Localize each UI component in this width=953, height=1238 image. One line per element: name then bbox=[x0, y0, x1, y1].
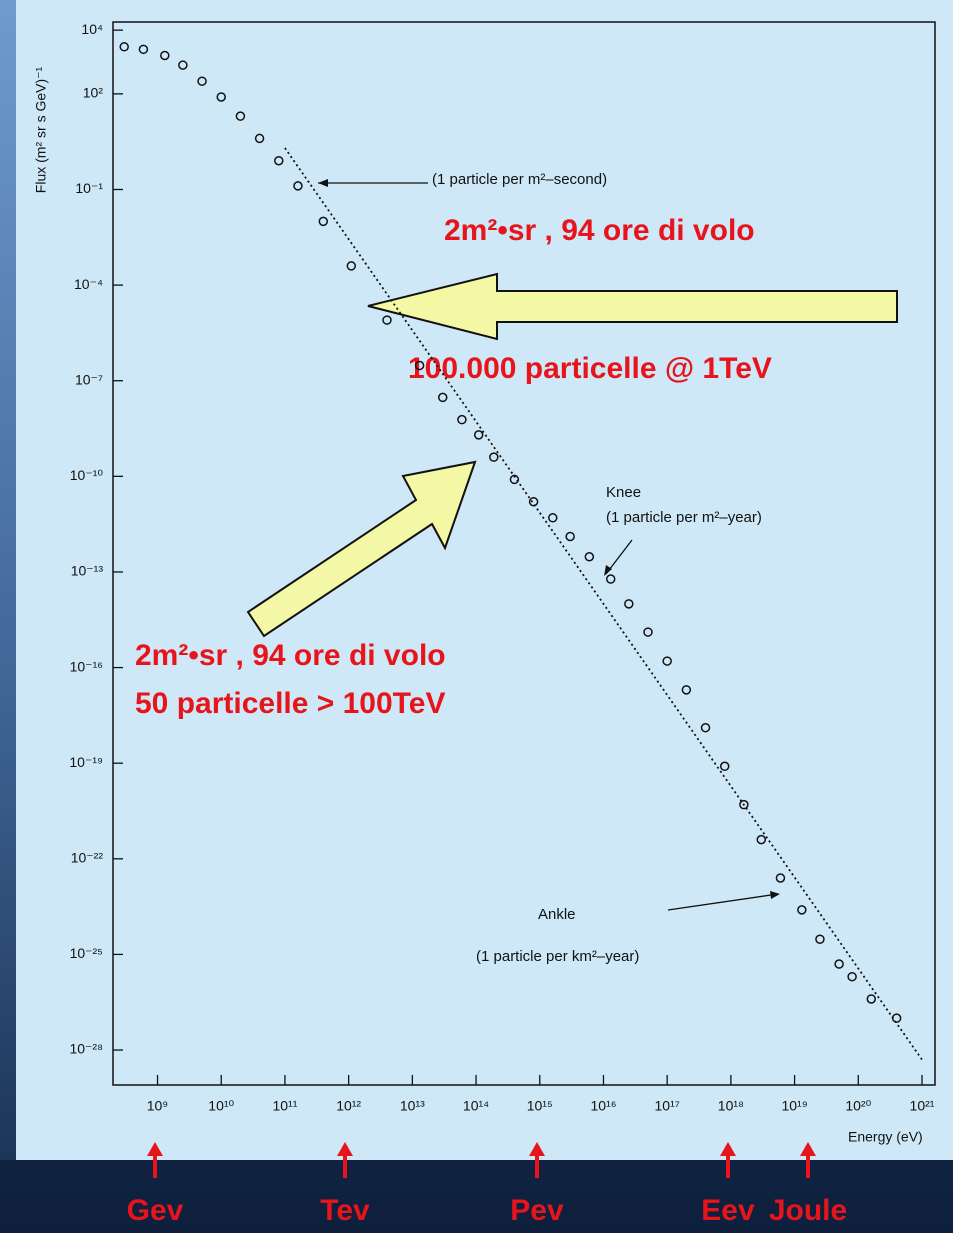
data-point bbox=[662, 656, 672, 666]
data-point bbox=[509, 474, 520, 485]
data-point bbox=[605, 574, 616, 584]
x-tick-label: 10¹⁰ bbox=[208, 1098, 234, 1114]
y-tick-label: 10⁻¹⁰ bbox=[70, 467, 104, 483]
annotation: Knee bbox=[606, 484, 641, 501]
reference-line bbox=[284, 147, 923, 1061]
y-tick-label: 10⁻⁷ bbox=[75, 371, 103, 387]
data-point bbox=[197, 76, 207, 86]
data-point bbox=[834, 959, 844, 969]
x-tick-label: 10¹¹ bbox=[272, 1098, 297, 1114]
data-point bbox=[681, 685, 692, 695]
y-tick-label: 10⁻²⁸ bbox=[69, 1041, 103, 1057]
y-tick-label: 10⁻¹³ bbox=[71, 563, 104, 579]
x-axis-label: Energy (eV) bbox=[848, 1129, 923, 1145]
x-tick-label: 10¹⁹ bbox=[781, 1098, 807, 1114]
data-point bbox=[624, 599, 634, 609]
annotation: Ankle bbox=[538, 906, 576, 923]
data-point bbox=[847, 971, 857, 982]
y-tick-label: 10⁻¹⁶ bbox=[70, 658, 103, 674]
annotation: (1 particle per km²–year) bbox=[476, 948, 639, 965]
energy-label: Pev bbox=[510, 1194, 564, 1227]
data-point bbox=[739, 799, 749, 810]
plot-frame bbox=[112, 21, 936, 1086]
energy-arrow-head bbox=[800, 1142, 816, 1156]
x-tick-label: 10¹⁴ bbox=[463, 1098, 489, 1114]
y-tick-label: 10⁻¹⁹ bbox=[69, 754, 103, 770]
annotation: (1 particle per m²–year) bbox=[606, 509, 762, 526]
energy-arrow-head bbox=[720, 1142, 736, 1156]
x-tick-label: 10¹³ bbox=[400, 1098, 425, 1114]
data-point bbox=[756, 834, 767, 845]
data-point bbox=[565, 531, 575, 542]
y-tick-label: 10⁻²⁵ bbox=[70, 945, 103, 961]
pointer-head bbox=[318, 179, 328, 187]
plot-image bbox=[16, 0, 953, 1160]
y-axis-label: Flux (m² sr s GeV)⁻¹ bbox=[33, 66, 49, 193]
data-point bbox=[866, 994, 877, 1004]
energy-label: Joule bbox=[769, 1194, 847, 1227]
x-tick-label: 10¹⁶ bbox=[590, 1098, 616, 1114]
x-tick-label: 10¹² bbox=[336, 1098, 361, 1114]
annotation: 100.000 particelle @ 1TeV bbox=[408, 352, 772, 385]
data-point bbox=[797, 905, 807, 915]
data-point bbox=[235, 111, 246, 121]
y-tick-label: 10² bbox=[83, 85, 104, 101]
big-arrow bbox=[246, 460, 477, 638]
data-point bbox=[119, 42, 129, 52]
y-tick-label: 10⁻⁴ bbox=[74, 276, 103, 292]
data-point bbox=[457, 414, 467, 425]
data-point bbox=[437, 392, 448, 403]
energy-label: Eev bbox=[701, 1194, 755, 1227]
annotation: 2m²•sr , 94 ore di volo bbox=[444, 214, 755, 247]
energy-arrow-head bbox=[337, 1142, 353, 1156]
y-tick-label: 10⁴ bbox=[81, 21, 103, 37]
annotation: 50 particelle > 100TeV bbox=[135, 687, 445, 720]
x-tick-label: 10²⁰ bbox=[845, 1098, 871, 1114]
data-point bbox=[815, 934, 825, 944]
data-point bbox=[700, 722, 711, 733]
data-point bbox=[318, 216, 329, 227]
energy-label: Gev bbox=[127, 1194, 184, 1227]
pointer-head bbox=[604, 565, 612, 576]
pointer-head bbox=[770, 891, 780, 899]
data-point bbox=[346, 261, 357, 271]
energy-arrow-head bbox=[147, 1142, 163, 1156]
energy-label: Tev bbox=[320, 1194, 370, 1227]
data-point bbox=[414, 360, 425, 371]
data-point bbox=[719, 761, 730, 772]
data-point bbox=[216, 92, 226, 102]
side-strip bbox=[0, 0, 16, 1160]
pointer bbox=[667, 893, 779, 911]
y-tick-label: 10⁻²² bbox=[71, 850, 104, 866]
energy-arrow-head bbox=[529, 1142, 545, 1156]
data-point bbox=[382, 315, 392, 325]
data-point bbox=[274, 155, 284, 166]
x-tick-label: 10¹⁸ bbox=[718, 1098, 744, 1114]
data-point bbox=[178, 60, 188, 70]
x-tick-label: 10²¹ bbox=[910, 1098, 935, 1114]
data-point bbox=[489, 452, 499, 462]
data-point bbox=[160, 50, 170, 61]
data-point bbox=[138, 44, 149, 55]
big-arrow bbox=[367, 272, 898, 341]
data-point bbox=[643, 627, 653, 637]
y-tick-label: 10⁻¹ bbox=[75, 180, 103, 196]
data-point bbox=[293, 181, 303, 191]
data-point bbox=[775, 873, 786, 883]
data-point bbox=[548, 513, 558, 523]
annotation: (1 particle per m²–second) bbox=[432, 171, 607, 188]
data-point bbox=[528, 496, 539, 507]
data-point bbox=[584, 552, 595, 562]
x-tick-label: 10¹⁷ bbox=[655, 1098, 680, 1114]
x-tick-label: 10⁹ bbox=[147, 1098, 169, 1114]
data-point bbox=[473, 430, 484, 440]
x-tick-label: 10¹⁵ bbox=[527, 1098, 553, 1114]
data-point bbox=[254, 133, 265, 144]
annotation: 2m²•sr , 94 ore di volo bbox=[135, 639, 446, 672]
